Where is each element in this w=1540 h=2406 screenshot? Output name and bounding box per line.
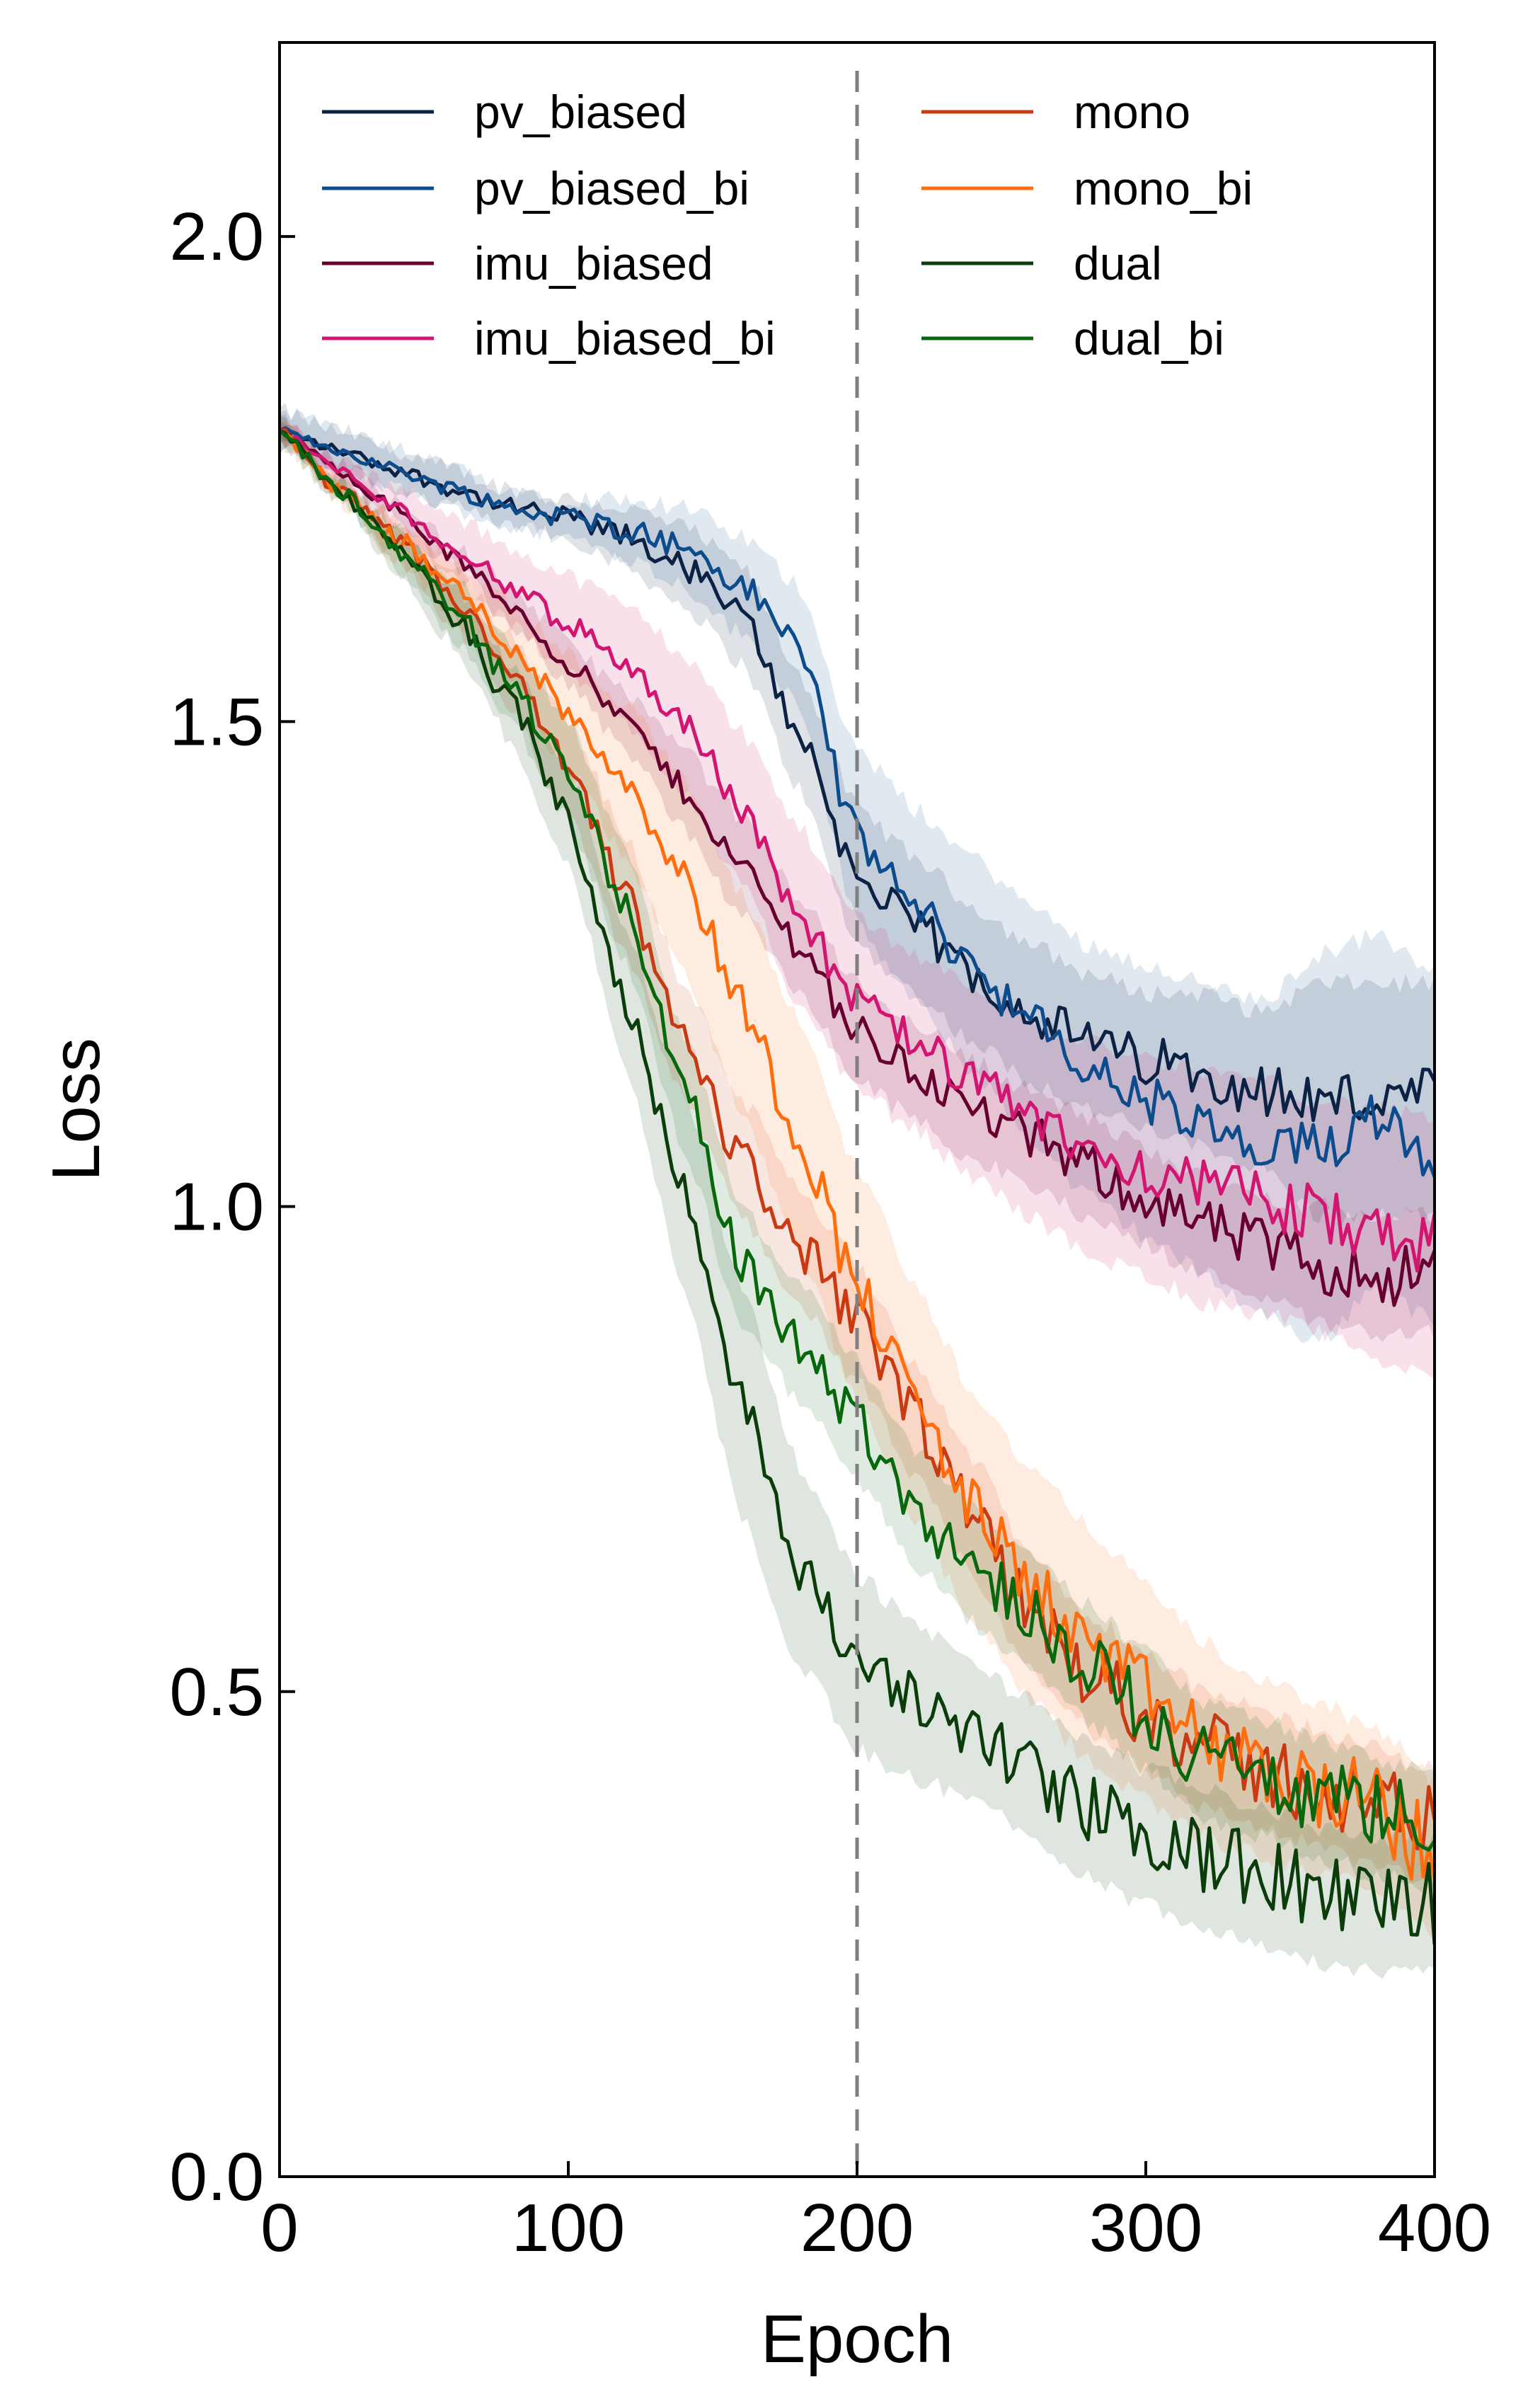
legend-label-pv_biased: pv_biased bbox=[474, 86, 687, 138]
legend: pv_biased pv_biased_bi imu_biased imu_biase… bbox=[322, 86, 1253, 365]
line-mono_bi bbox=[280, 428, 1435, 1881]
legend-label-pv_biased_bi: pv_biased_bi bbox=[474, 162, 749, 214]
band-imu_biased bbox=[280, 414, 1435, 1343]
y-axis-label: Loss bbox=[38, 1038, 114, 1181]
x-tick-label: 300 bbox=[1089, 2190, 1202, 2266]
legend-label-mono_bi: mono_bi bbox=[1074, 162, 1253, 214]
x-tick-label: 100 bbox=[512, 2190, 625, 2266]
y-tick-label: 0.0 bbox=[170, 2139, 264, 2215]
y-tick-label: 1.5 bbox=[170, 684, 264, 760]
x-tick-label: 200 bbox=[800, 2190, 914, 2266]
y-tick-label: 2.0 bbox=[170, 199, 264, 275]
band-pv_biased bbox=[280, 402, 1435, 1226]
legend-label-mono: mono bbox=[1074, 86, 1190, 138]
x-axis-label: Epoch bbox=[761, 2301, 953, 2377]
y-axis-ticks: 0.0 0.5 1.0 1.5 2.0 bbox=[170, 199, 295, 2215]
legend-label-dual_bi: dual_bi bbox=[1074, 312, 1224, 365]
band-imu_biased_bi bbox=[280, 420, 1435, 1379]
x-axis-ticks: 0 100 200 300 400 bbox=[260, 2161, 1491, 2266]
line-imu_biased_bi bbox=[280, 428, 1435, 1273]
band-dual_bi bbox=[280, 425, 1435, 1894]
x-tick-label: 0 bbox=[260, 2190, 298, 2266]
y-tick-label: 1.0 bbox=[170, 1169, 264, 1245]
line-pv_biased bbox=[280, 428, 1435, 1123]
legend-label-dual: dual bbox=[1074, 237, 1162, 290]
band-mono bbox=[280, 420, 1435, 1894]
legend-label-imu_biased: imu_biased bbox=[474, 237, 713, 290]
y-tick-label: 0.5 bbox=[170, 1654, 264, 1730]
x-tick-label: 400 bbox=[1378, 2190, 1491, 2266]
legend-label-imu_biased_bi: imu_biased_bi bbox=[474, 312, 776, 365]
